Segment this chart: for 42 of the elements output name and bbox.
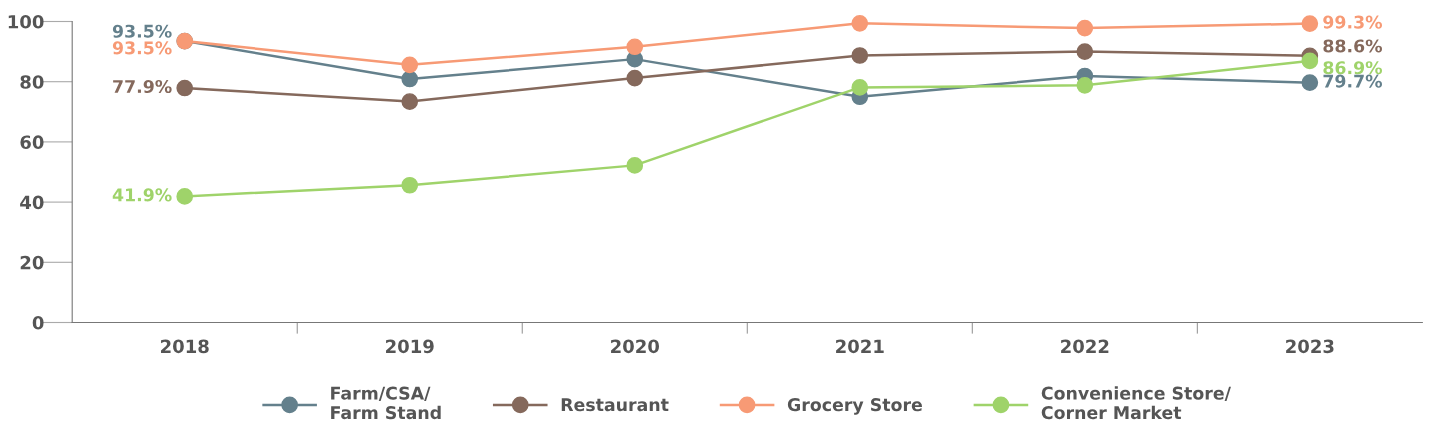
legend-label: Restaurant	[561, 398, 669, 412]
x-tick-label: 2020	[611, 339, 660, 354]
x-tick-label: 2019	[386, 339, 434, 354]
legend-label: Farm/CSA/ Farm Stand	[331, 386, 441, 420]
data-label: 93.5%	[112, 24, 172, 38]
legend-label: Grocery Store	[787, 398, 922, 415]
y-tick-label: 20	[20, 255, 44, 270]
data-label: 77.9%	[113, 79, 172, 94]
point	[176, 79, 194, 97]
data-label: 79.7%	[1323, 74, 1383, 88]
point	[851, 47, 869, 64]
point	[626, 69, 644, 87]
x-tick-label: 2023	[1286, 339, 1334, 354]
y-tick-label: 40	[20, 195, 44, 210]
point	[1076, 19, 1094, 37]
data-label: 93.5%	[112, 41, 172, 55]
data-label: 88.6%	[1323, 39, 1383, 53]
point	[626, 157, 644, 174]
data-label: 99.3%	[1323, 15, 1383, 29]
point	[401, 93, 419, 110]
point	[176, 188, 194, 205]
y-tick-label: 80	[20, 75, 44, 89]
y-tick-label: 0	[32, 315, 44, 330]
point	[1076, 76, 1094, 94]
y-tick-label: 100	[8, 14, 44, 29]
point	[626, 38, 644, 56]
point	[1301, 15, 1319, 32]
y-tick-label: 60	[20, 135, 44, 150]
data-label: 86.9%	[1323, 61, 1383, 75]
point	[851, 79, 869, 96]
data-label: 41.9%	[112, 188, 172, 202]
x-tick-label: 2021	[836, 339, 884, 354]
x-tick-label: 2022	[1061, 339, 1109, 354]
legend-label: Convenience Store/ Corner Market	[1041, 386, 1231, 420]
point	[401, 70, 419, 88]
point	[1076, 43, 1094, 60]
point	[851, 14, 869, 32]
point	[401, 176, 419, 194]
point	[1301, 74, 1319, 91]
x-tick-label: 2018	[161, 339, 209, 354]
point	[401, 56, 419, 74]
point	[1301, 52, 1319, 70]
